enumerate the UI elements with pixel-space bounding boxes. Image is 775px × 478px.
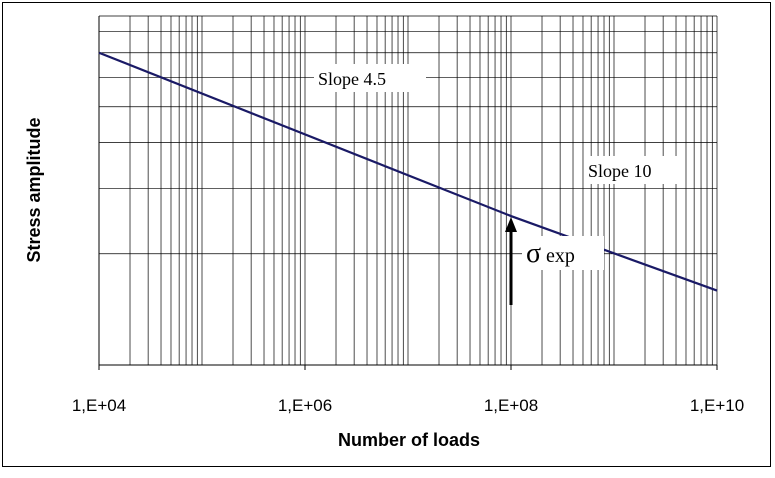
slope-left-bg bbox=[314, 64, 426, 92]
y-axis-title: Stress amplitude bbox=[24, 117, 44, 262]
sigma-subscript: exp bbox=[546, 245, 575, 267]
slope-right-label: Slope 10 bbox=[588, 161, 652, 181]
x-tick-label: 1,E+06 bbox=[278, 396, 332, 415]
grid-layer bbox=[99, 15, 718, 365]
slope-left-label: Slope 4.5 bbox=[318, 69, 386, 89]
series-line bbox=[98, 51, 718, 292]
sigma-bg bbox=[522, 236, 604, 270]
annotation-layer: Slope 4.5 Slope 10 σ exp bbox=[314, 64, 684, 305]
slope-right-bg bbox=[584, 156, 684, 184]
x-tick-label: 1,E+08 bbox=[484, 396, 538, 415]
sigma-symbol: σ bbox=[526, 238, 541, 269]
arrow-head bbox=[505, 217, 517, 233]
x-tick-label: 1,E+10 bbox=[690, 396, 744, 415]
x-tick-label: 1,E+04 bbox=[72, 396, 126, 415]
x-axis-title: Number of loads bbox=[338, 430, 480, 450]
series-layer bbox=[98, 51, 718, 292]
axis-layer: 1,E+04 1,E+06 1,E+08 1,E+10 bbox=[72, 16, 744, 415]
